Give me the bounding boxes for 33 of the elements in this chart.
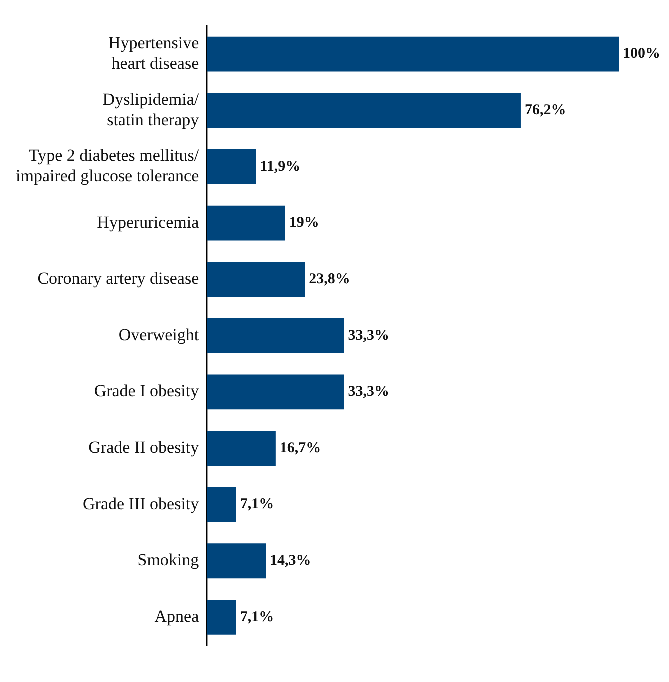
bar	[207, 544, 266, 579]
data-label: 16,7%	[280, 440, 322, 456]
y-tick-label: Grade II obesity	[88, 438, 200, 457]
y-tick-label: Dyslipidemia/ statin therapy	[102, 90, 200, 130]
data-label: 33,3%	[348, 328, 390, 344]
bar	[207, 487, 236, 522]
y-tick-label: Hypertensive heart disease	[108, 34, 200, 74]
bar	[207, 374, 344, 410]
y-tick-label: Overweight	[118, 325, 200, 344]
bar	[207, 431, 276, 466]
data-label: 100%	[623, 46, 660, 62]
data-label: 33,3%	[348, 384, 390, 400]
y-tick-label: Grade I obesity	[94, 382, 200, 401]
bar	[207, 206, 286, 241]
bar	[207, 150, 256, 184]
data-label: 11,9%	[260, 158, 301, 175]
data-label: 14,3%	[270, 553, 312, 570]
y-tick-label: Grade III obesity	[83, 494, 200, 514]
y-tick-label: Coronary artery disease	[38, 269, 200, 288]
bar	[207, 600, 236, 635]
data-label: 7,1%	[240, 609, 274, 626]
bar	[207, 318, 344, 354]
y-tick-label: Smoking	[138, 550, 200, 570]
data-label: 23,8%	[309, 271, 350, 288]
bar	[207, 262, 306, 298]
data-label: 19%	[289, 215, 320, 232]
y-tick-label: Type 2 diabetes mellitus/ impaired glucose tolerance	[16, 146, 200, 186]
bar	[207, 36, 619, 72]
data-label: 76,2%	[524, 102, 566, 119]
y-tick-label: Hyperuricemia	[97, 212, 200, 232]
data-label: 7,1%	[240, 496, 274, 513]
y-tick-label: Apnea	[154, 606, 200, 626]
bar	[207, 93, 521, 128]
